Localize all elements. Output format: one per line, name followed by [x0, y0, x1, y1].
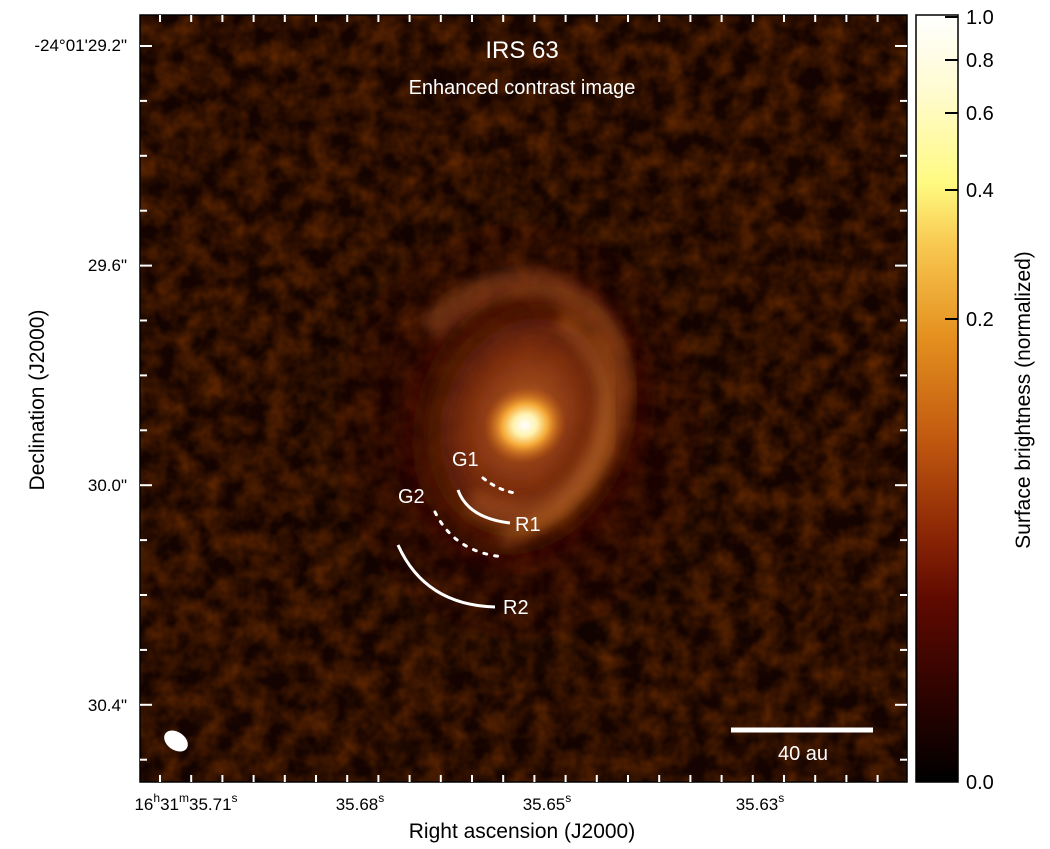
image-subtitle: Enhanced contrast image	[409, 77, 636, 99]
y-tick-label: 29.6"	[88, 256, 127, 275]
annotation-arcs	[396, 476, 517, 609]
y-tick-label: 30.0"	[88, 476, 127, 495]
colorbar-tick-label: 1.0	[966, 7, 994, 29]
image-title: IRS 63	[485, 37, 558, 64]
y-tick-label: -24°01'29.2"	[34, 36, 127, 55]
x-axis-title: Right ascension (J2000)	[409, 820, 635, 843]
annotation-label-g2: G2	[398, 486, 425, 508]
x-tick-label: 16h31m35.71s	[134, 791, 237, 814]
arc-r1	[456, 489, 511, 525]
arc-g1	[481, 476, 517, 495]
tick-marks	[140, 15, 907, 782]
colorbar-gradient	[915, 14, 959, 783]
annotation-label-r1: R1	[515, 514, 541, 536]
x-tick-label: 35.68s	[336, 791, 385, 814]
scale-bar-label: 40 au	[778, 743, 828, 765]
arc-r2	[396, 544, 496, 609]
y-axis-title: Declination (J2000)	[26, 310, 49, 491]
arc-g2	[433, 510, 507, 559]
y-tick-label: 30.4"	[88, 696, 127, 715]
annotation-label-g1: G1	[452, 449, 479, 471]
colorbar-tick-label: 0.6	[966, 103, 994, 125]
colorbar: 1.0 0.8 0.6 0.4 0.2 0.0 Surface brightne…	[915, 7, 1035, 794]
colorbar-tick-label: 0.4	[966, 180, 994, 202]
colorbar-title: Surface brightness (normalized)	[1012, 251, 1035, 549]
astronomical-image	[140, 15, 907, 782]
x-tick-label: 35.63s	[736, 791, 785, 814]
beam-ellipse	[164, 730, 188, 752]
image-frame	[139, 14, 908, 783]
colorbar-tick-label: 0.2	[966, 309, 994, 331]
colorbar-tick-label: 0.0	[966, 772, 994, 794]
x-tick-label: 35.65s	[523, 791, 572, 814]
annotation-label-r2: R2	[503, 597, 529, 619]
colorbar-tick-label: 0.8	[966, 50, 994, 72]
